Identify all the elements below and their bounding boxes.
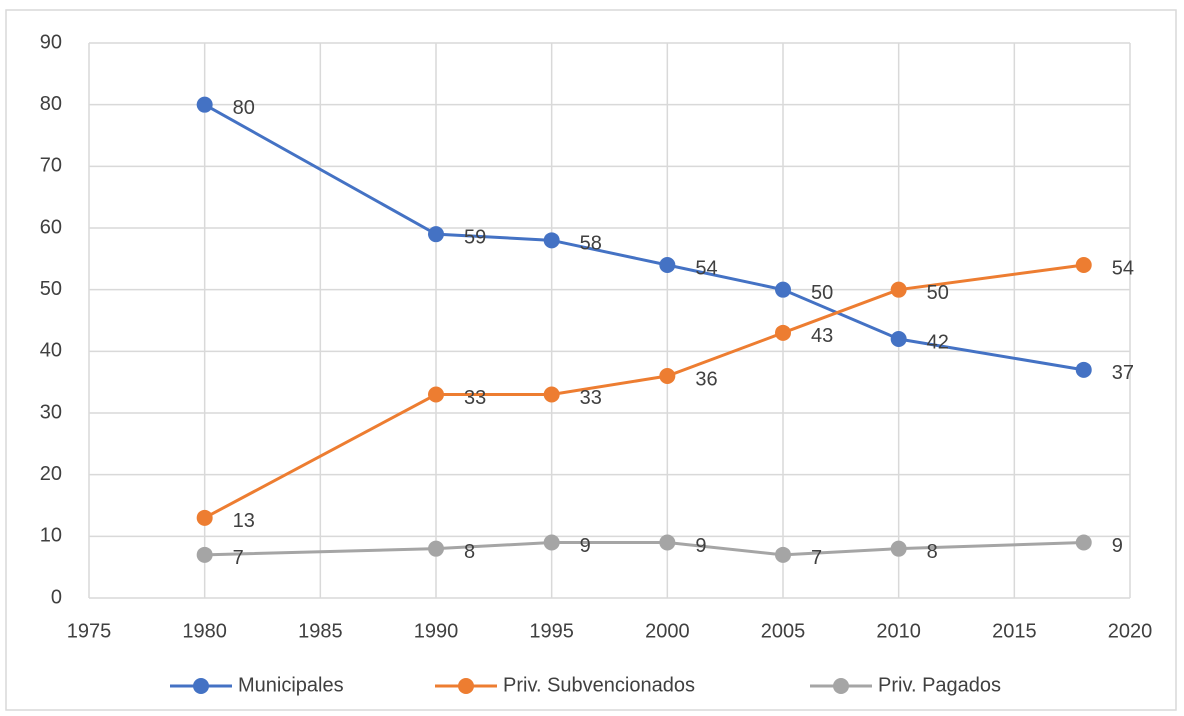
data-point bbox=[775, 546, 791, 563]
data-point bbox=[428, 386, 444, 403]
x-tick-label: 2005 bbox=[761, 620, 806, 642]
data-point bbox=[428, 540, 444, 557]
x-tick-label: 2000 bbox=[645, 620, 690, 642]
y-tick-label: 90 bbox=[40, 31, 62, 53]
data-point bbox=[659, 257, 676, 273]
legend-label: Municipales bbox=[238, 674, 344, 696]
x-tick-label: 2020 bbox=[1108, 620, 1153, 642]
data-point bbox=[775, 324, 791, 341]
x-tick-label: 1975 bbox=[67, 620, 112, 642]
y-tick-label: 10 bbox=[40, 525, 62, 547]
data-label: 43 bbox=[811, 325, 833, 347]
data-label: 54 bbox=[1112, 257, 1134, 279]
data-point bbox=[1075, 534, 1092, 551]
data-label: 33 bbox=[580, 387, 602, 409]
data-label: 33 bbox=[464, 387, 486, 409]
data-point bbox=[543, 232, 560, 249]
y-tick-label: 30 bbox=[40, 401, 62, 423]
legend-label: Priv. Subvencionados bbox=[503, 674, 695, 696]
data-point bbox=[196, 96, 213, 113]
y-tick-label: 0 bbox=[51, 586, 62, 608]
data-label: 36 bbox=[695, 368, 717, 390]
data-label: 9 bbox=[695, 535, 706, 557]
y-tick-label: 60 bbox=[40, 216, 62, 238]
data-point bbox=[428, 226, 444, 243]
x-tick-label: 1995 bbox=[529, 620, 574, 642]
data-point bbox=[890, 281, 907, 298]
data-label: 50 bbox=[811, 282, 833, 304]
data-label: 13 bbox=[233, 510, 255, 532]
data-label: 42 bbox=[927, 331, 949, 353]
data-label: 7 bbox=[811, 547, 822, 569]
x-tick-label: 2015 bbox=[992, 620, 1037, 642]
data-point bbox=[1075, 257, 1092, 273]
data-label: 50 bbox=[927, 282, 949, 304]
data-point bbox=[890, 540, 907, 557]
data-point bbox=[196, 546, 213, 563]
y-tick-label: 70 bbox=[40, 155, 62, 177]
data-point bbox=[659, 368, 676, 384]
data-label: 8 bbox=[464, 541, 475, 563]
legend-marker bbox=[833, 678, 849, 694]
y-tick-label: 40 bbox=[40, 340, 62, 362]
data-label: 37 bbox=[1112, 362, 1134, 384]
y-tick-label: 20 bbox=[40, 463, 62, 485]
data-point bbox=[543, 534, 560, 551]
data-point bbox=[659, 534, 676, 551]
legend-label: Priv. Pagados bbox=[878, 674, 1001, 696]
x-tick-label: 1990 bbox=[414, 620, 459, 642]
data-label: 54 bbox=[695, 257, 717, 279]
data-point bbox=[890, 331, 907, 347]
data-point bbox=[196, 509, 213, 526]
x-tick-label: 2010 bbox=[876, 620, 921, 642]
data-label: 9 bbox=[580, 535, 591, 557]
data-label: 8 bbox=[927, 541, 938, 563]
data-label: 80 bbox=[233, 97, 255, 119]
data-point bbox=[1075, 361, 1092, 378]
legend-marker bbox=[193, 678, 209, 694]
y-tick-label: 80 bbox=[40, 93, 62, 115]
chart-frame bbox=[5, 9, 1177, 711]
legend-marker bbox=[458, 678, 474, 694]
data-label: 9 bbox=[1112, 535, 1123, 557]
data-label: 7 bbox=[233, 547, 244, 569]
data-point bbox=[543, 386, 560, 403]
x-tick-label: 1980 bbox=[182, 620, 227, 642]
y-tick-label: 50 bbox=[40, 278, 62, 300]
data-label: 59 bbox=[464, 226, 486, 248]
data-label: 58 bbox=[580, 233, 602, 255]
data-point bbox=[775, 281, 791, 298]
x-tick-label: 1985 bbox=[298, 620, 343, 642]
